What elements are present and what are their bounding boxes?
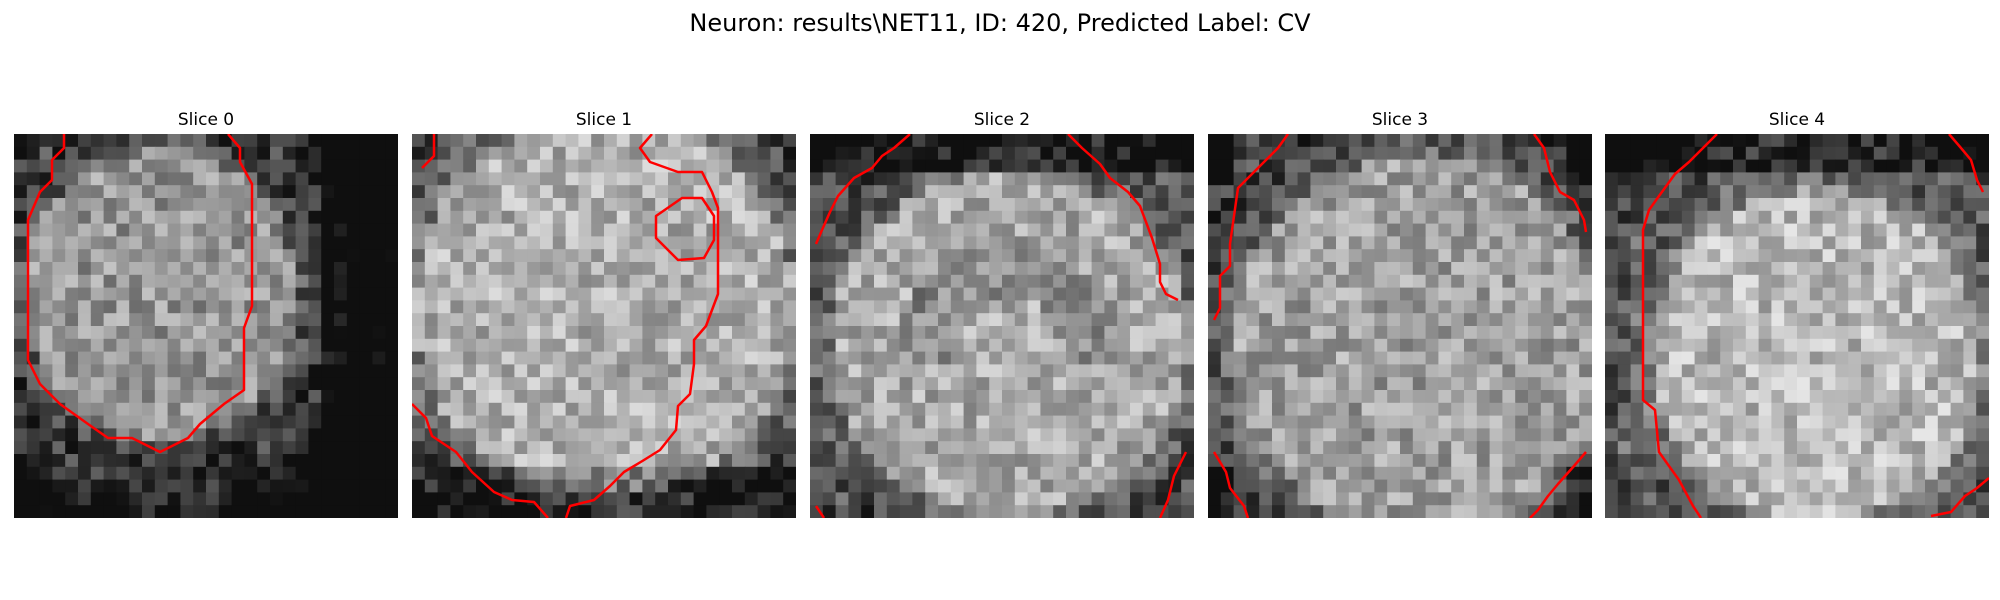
contour-line [1158, 451, 1188, 518]
contour-line [814, 505, 826, 518]
contour-line [1529, 451, 1587, 518]
pixel-grid [14, 134, 398, 518]
slice-panel-3: Slice 3 [1208, 108, 1592, 518]
contour-line [421, 134, 436, 169]
slice-image-1 [412, 134, 796, 518]
contour-line [564, 134, 720, 518]
slice-title-2: Slice 2 [973, 110, 1031, 130]
contour-line [412, 403, 549, 518]
contour-line [1212, 134, 1290, 321]
slice-image-0 [14, 134, 398, 518]
contour-line [1212, 451, 1250, 518]
contour-line [1641, 134, 1718, 518]
pixel-grid [1208, 134, 1592, 518]
pixel-grid [412, 134, 796, 518]
slice-image-3 [1208, 134, 1592, 518]
figure-title: Neuron: results\NET11, ID: 420, Predicte… [689, 9, 1311, 37]
slice-panel-1: Slice 1 [412, 108, 796, 518]
contour-line [1532, 134, 1588, 233]
pixel-grid [1605, 134, 1989, 518]
contour-line [654, 196, 716, 262]
contour-line [1948, 134, 1985, 193]
slice-panel-0: Slice 0 [14, 108, 398, 518]
contour-line [1930, 477, 1989, 518]
contour-line [814, 134, 911, 245]
slice-image-4 [1605, 134, 1989, 518]
slice-title-0: Slice 0 [177, 110, 235, 130]
pixel-grid [810, 134, 1194, 518]
slice-title-3: Slice 3 [1371, 110, 1429, 130]
slice-title-4: Slice 4 [1768, 110, 1826, 130]
slice-image-2 [810, 134, 1194, 518]
contour-line [26, 134, 254, 454]
slice-panel-4: Slice 4 [1605, 108, 1989, 518]
contour-line [1067, 134, 1179, 302]
slice-panel-2: Slice 2 [810, 108, 1194, 518]
slice-title-1: Slice 1 [575, 110, 633, 130]
